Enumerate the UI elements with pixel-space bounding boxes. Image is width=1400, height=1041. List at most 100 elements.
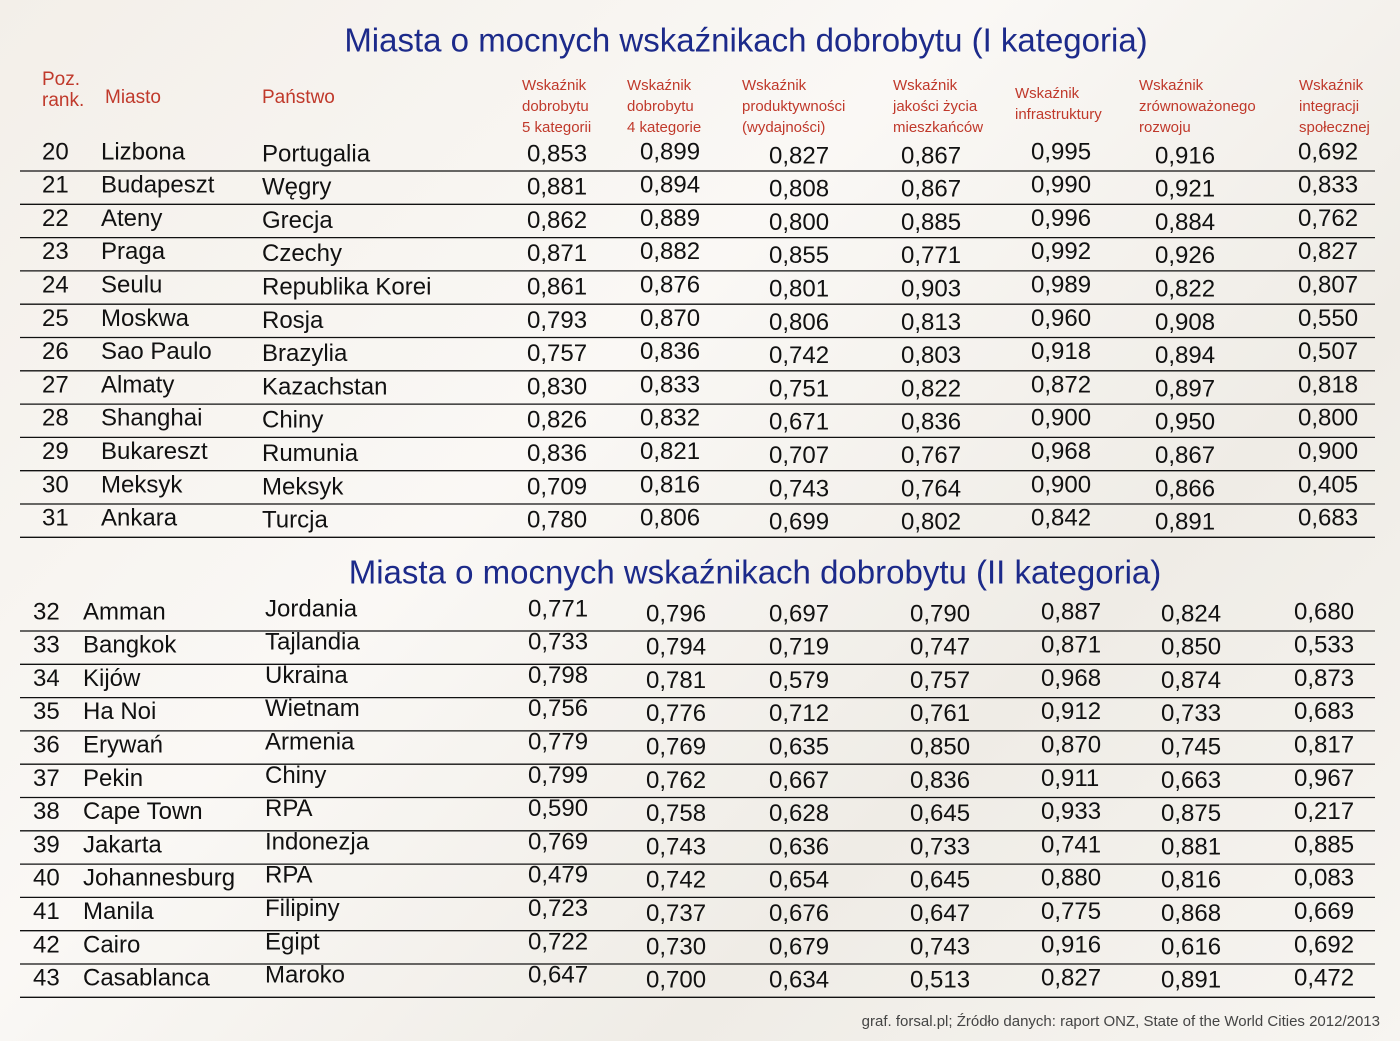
index-value: 0,871 xyxy=(1041,632,1101,659)
index-value: 0,992 xyxy=(1031,238,1091,265)
country: Węgry xyxy=(262,174,331,201)
index-value: 0,663 xyxy=(1161,767,1221,794)
country: Portugalia xyxy=(262,140,371,167)
index-value: 0,743 xyxy=(910,933,970,960)
index-value: 0,579 xyxy=(769,667,829,694)
rank: 22 xyxy=(42,205,69,232)
index-value: 0,780 xyxy=(527,507,587,534)
column-header: integracji xyxy=(1299,98,1359,115)
index-value: 0,990 xyxy=(1031,172,1091,199)
index-value: 0,764 xyxy=(901,475,961,502)
index-value: 0,900 xyxy=(1298,438,1358,465)
country: RPA xyxy=(265,862,313,889)
column-header: Wskaźnik xyxy=(742,77,807,94)
index-value: 0,885 xyxy=(1294,831,1354,858)
rank: 40 xyxy=(33,865,60,892)
index-value: 0,803 xyxy=(901,342,961,369)
index-value: 0,833 xyxy=(640,371,700,398)
column-header: mieszkańców xyxy=(893,119,983,136)
index-value: 0,796 xyxy=(646,600,706,627)
country: Tajlandia xyxy=(265,629,360,656)
index-value: 0,799 xyxy=(528,762,588,789)
index-value: 0,826 xyxy=(527,407,587,434)
column-header: społecznej xyxy=(1299,119,1370,136)
index-value: 0,712 xyxy=(769,700,829,727)
index-value: 0,550 xyxy=(1298,305,1358,332)
column-header: 4 kategorie xyxy=(627,119,701,136)
index-value: 0,881 xyxy=(527,174,587,201)
country: Turcja xyxy=(262,507,328,534)
index-value: 0,745 xyxy=(1161,734,1221,761)
index-value: 0,876 xyxy=(640,272,700,299)
index-value: 0,733 xyxy=(1161,700,1221,727)
index-value: 0,781 xyxy=(646,667,706,694)
index-value: 0,894 xyxy=(640,172,700,199)
column-header: 5 kategorii xyxy=(522,119,591,136)
city: Ankara xyxy=(101,505,178,532)
index-value: 0,882 xyxy=(640,238,700,265)
city: Praga xyxy=(101,238,166,265)
index-value: 0,862 xyxy=(527,207,587,234)
index-value: 0,680 xyxy=(1294,598,1354,625)
index-value: 0,996 xyxy=(1031,205,1091,232)
index-value: 0,733 xyxy=(910,833,970,860)
index-value: 0,628 xyxy=(769,800,829,827)
index-value: 0,771 xyxy=(901,242,961,269)
index-value: 0,874 xyxy=(1161,667,1221,694)
index-value: 0,802 xyxy=(901,509,961,536)
index-value: 0,967 xyxy=(1294,765,1354,792)
column-header: Wskaźnik xyxy=(522,77,587,94)
index-value: 0,635 xyxy=(769,734,829,761)
index-value: 0,933 xyxy=(1041,798,1101,825)
rank: 21 xyxy=(42,172,69,199)
column-header: Wskaźnik xyxy=(627,77,692,94)
column-header: produktywności xyxy=(742,98,845,115)
index-value: 0,855 xyxy=(769,242,829,269)
rank: 41 xyxy=(33,898,60,925)
index-value: 0,692 xyxy=(1294,931,1354,958)
index-value: 0,817 xyxy=(1294,732,1354,759)
index-value: 0,758 xyxy=(646,800,706,827)
title: Miasta o mocnych wskaźnikach dobrobytu (… xyxy=(344,22,1147,59)
country: Maroko xyxy=(265,962,345,989)
index-value: 0,793 xyxy=(527,307,587,334)
index-value: 0,816 xyxy=(640,471,700,498)
rank: 33 xyxy=(33,632,60,659)
index-value: 0,850 xyxy=(910,734,970,761)
country: Filipiny xyxy=(265,895,340,922)
column-header: dobrobytu xyxy=(627,98,694,115)
index-value: 0,507 xyxy=(1298,338,1358,365)
index-value: 0,723 xyxy=(528,895,588,922)
country: Kazachstan xyxy=(262,373,387,400)
rank: 31 xyxy=(42,505,69,532)
index-value: 0,757 xyxy=(527,340,587,367)
index-value: 0,798 xyxy=(528,662,588,689)
index-value: 0,647 xyxy=(910,900,970,927)
rank: 24 xyxy=(42,272,69,299)
index-value: 0,821 xyxy=(640,438,700,465)
city: Cairo xyxy=(83,931,140,958)
title-2: Miasta o mocnych wskaźnikach dobrobytu (… xyxy=(349,554,1162,591)
city: Bangkok xyxy=(83,632,177,659)
index-value: 0,733 xyxy=(528,629,588,656)
index-value: 0,870 xyxy=(1041,732,1101,759)
index-value: 0,989 xyxy=(1031,272,1091,299)
column-header: Wskaźnik xyxy=(893,77,958,94)
index-value: 0,833 xyxy=(1298,172,1358,199)
country: Rumunia xyxy=(262,440,359,467)
index-value: 0,762 xyxy=(1298,205,1358,232)
city: Budapeszt xyxy=(101,172,215,199)
city: Erywań xyxy=(83,732,163,759)
index-value: 0,741 xyxy=(1041,831,1101,858)
rank: 34 xyxy=(33,665,60,692)
index-value: 0,806 xyxy=(640,505,700,532)
country: Ukraina xyxy=(265,662,348,689)
index-value: 0,790 xyxy=(910,600,970,627)
index-value: 0,479 xyxy=(528,862,588,889)
index-value: 0,616 xyxy=(1161,933,1221,960)
index-value: 0,885 xyxy=(901,209,961,236)
index-value: 0,083 xyxy=(1294,865,1354,892)
index-value: 0,769 xyxy=(528,828,588,855)
index-value: 0,884 xyxy=(1155,209,1215,236)
index-value: 0,707 xyxy=(769,442,829,469)
